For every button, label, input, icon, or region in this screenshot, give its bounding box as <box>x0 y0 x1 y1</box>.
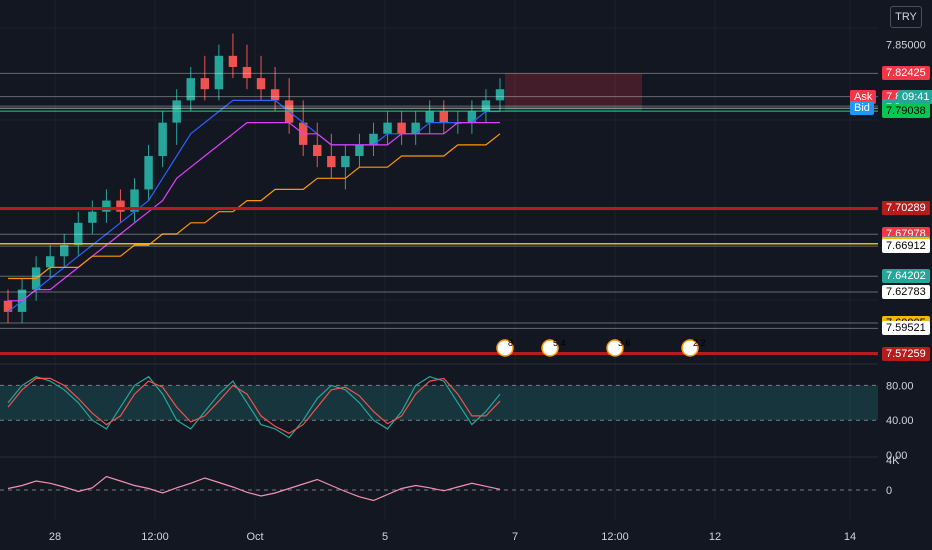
candles-layer <box>3 33 505 324</box>
candle-body-28 <box>397 122 406 134</box>
price-tag-12: 7.64202 <box>882 269 930 284</box>
event-count-3: 2 2 <box>693 338 706 348</box>
stochastic-panel: 80.00 40.00 0.00 <box>0 375 914 462</box>
events-layer: 8 5 4 3 6 2 2 <box>496 338 706 357</box>
price-tag-15: 7.59521 <box>882 321 930 336</box>
grid-layer <box>0 0 878 520</box>
candle-body-10 <box>144 156 153 190</box>
candle-body-8 <box>116 200 125 212</box>
candle-body-34 <box>481 100 491 112</box>
price-tag-5: 7.79038 <box>882 104 930 119</box>
candle-body-0 <box>3 300 13 312</box>
moving-averages <box>7 99 501 313</box>
stoch-line-1 <box>7 377 501 434</box>
candle-body-27 <box>383 122 392 134</box>
x-tick-label-3: 5 <box>382 531 388 543</box>
moving-average-line-0 <box>7 99 500 313</box>
currency-button[interactable]: TRY <box>890 6 922 28</box>
candle-body-19 <box>270 89 280 101</box>
x-tick-label-0: 28 <box>49 531 61 543</box>
candle-body-5 <box>74 222 83 246</box>
candle-body-30 <box>425 111 434 123</box>
x-tick-label-7: 14 <box>844 531 856 543</box>
oscillator-panel: 4K 0 <box>0 455 900 502</box>
candle-body-13 <box>186 78 195 101</box>
bands-layer <box>505 73 642 112</box>
countdown-tag: 09:41 <box>898 90 932 105</box>
price-tag-7: 7.70289 <box>882 201 930 216</box>
moving-average-line-2 <box>8 133 501 280</box>
price-tag-11: 7.66912 <box>882 239 930 254</box>
candle-body-35 <box>495 89 505 101</box>
take-profit-zone <box>505 106 642 112</box>
candle-body-31 <box>439 111 448 123</box>
y-tick-label-0: 7.85000 <box>886 40 926 52</box>
x-tick-label-4: 7 <box>512 531 518 543</box>
event-flag-icon-2 <box>606 339 624 357</box>
candle-body-22 <box>313 144 322 157</box>
stop-loss-zone <box>505 73 642 107</box>
candle-body-23 <box>327 156 336 168</box>
x-tick-label-2: Oct <box>246 531 263 543</box>
osc-line-0 <box>7 475 501 502</box>
candle-body-29 <box>411 122 420 134</box>
candle-body-33 <box>467 111 477 123</box>
candle-body-17 <box>242 66 252 79</box>
x-tick-label-1: 12:00 <box>141 531 169 543</box>
stoch-tick-2: 0.00 <box>886 450 907 462</box>
event-flag-icon-3 <box>681 339 699 357</box>
osc-tick-0: 4K <box>886 455 900 467</box>
candle-body-18 <box>256 78 266 90</box>
candle-body-7 <box>102 200 111 212</box>
event-count-2: 3 6 <box>618 338 631 348</box>
candle-body-9 <box>130 189 139 212</box>
price-tag-0: 7.82425 <box>882 66 930 81</box>
price-tag-prefix-3: Bid <box>850 101 874 116</box>
candle-body-15 <box>214 55 224 90</box>
price-tag-13: 7.62783 <box>882 285 930 300</box>
candle-body-26 <box>369 133 378 145</box>
stoch-band <box>0 385 878 421</box>
candle-body-25 <box>355 144 364 157</box>
price-tag-prefix-1: Ask <box>850 89 877 104</box>
event-flag-icon-0 <box>496 339 514 357</box>
candle-body-11 <box>158 122 167 157</box>
x-tick-label-5: 12:00 <box>601 531 629 543</box>
x-axis: 28 12:00 Oct 5 7 12:00 12 14 <box>49 531 856 543</box>
stoch-line-0 <box>7 375 501 439</box>
event-count-1: 5 4 <box>553 338 566 348</box>
osc-tick-1: 0 <box>886 485 892 497</box>
candle-body-14 <box>200 78 210 90</box>
candle-body-6 <box>88 211 97 223</box>
price-tag-16: 7.57259 <box>882 346 930 361</box>
x-tick-label-6: 12 <box>709 531 721 543</box>
event-count-0: 8 <box>508 338 513 348</box>
stoch-tick-1: 40.00 <box>886 415 914 427</box>
moving-average-line-1 <box>8 122 500 302</box>
candle-body-16 <box>228 55 238 67</box>
stoch-tick-0: 80.00 <box>886 380 914 392</box>
candle-body-3 <box>45 256 55 268</box>
candle-body-24 <box>341 156 350 168</box>
levels-layer: 7.85000 <box>0 40 926 356</box>
candle-body-4 <box>60 245 69 257</box>
event-flag-icon-1 <box>541 339 559 357</box>
